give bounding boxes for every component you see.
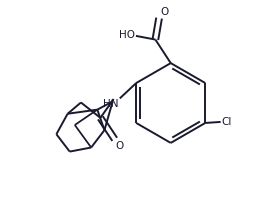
Text: HN: HN bbox=[103, 99, 119, 109]
Text: O: O bbox=[160, 7, 168, 17]
Text: O: O bbox=[116, 141, 124, 151]
Text: Cl: Cl bbox=[221, 117, 232, 127]
Text: HO: HO bbox=[119, 30, 135, 40]
